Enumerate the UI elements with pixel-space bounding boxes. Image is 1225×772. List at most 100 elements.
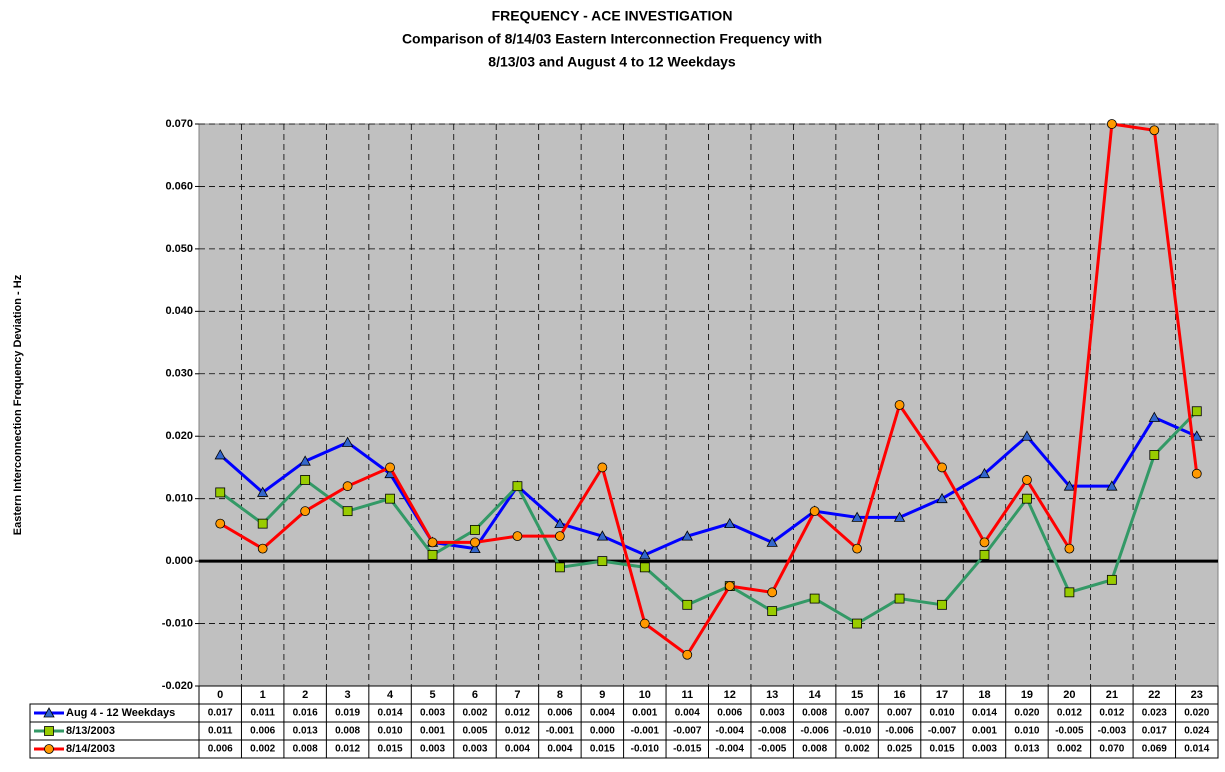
table-value: 0.001 xyxy=(632,708,657,719)
marker xyxy=(1191,406,1202,417)
marker xyxy=(767,606,778,616)
table-value: 0.015 xyxy=(930,744,955,755)
x-tick-label: 20 xyxy=(1063,689,1075,701)
legend-marker xyxy=(44,744,54,754)
marker xyxy=(937,599,947,610)
table-value: 0.003 xyxy=(972,744,997,755)
legend-label: Aug 4 - 12 Weekdays xyxy=(66,707,175,719)
marker xyxy=(809,506,820,517)
marker xyxy=(681,530,693,541)
table-value: 0.004 xyxy=(547,744,572,755)
table-value: 0.016 xyxy=(293,708,318,719)
legend-marker xyxy=(43,707,55,718)
table-value: 0.014 xyxy=(972,708,997,719)
table-value: -0.003 xyxy=(1098,726,1127,737)
x-tick-label: 4 xyxy=(387,689,394,701)
marker xyxy=(639,549,651,560)
table-value: 0.012 xyxy=(505,726,530,737)
table-value: 0.004 xyxy=(675,708,700,719)
chart-subtitle: 8/13/03 and August 4 to 12 Weekdays xyxy=(488,54,736,70)
table-value: 0.010 xyxy=(1014,726,1039,737)
marker xyxy=(554,562,565,573)
marker xyxy=(215,487,226,498)
legend-label: 8/14/2003 xyxy=(66,743,115,755)
table-value: 0.023 xyxy=(1142,708,1167,719)
table-value: 0.010 xyxy=(930,708,955,719)
table-value: 0.025 xyxy=(887,744,912,755)
x-tick-label: 21 xyxy=(1106,689,1118,701)
table-value: 0.012 xyxy=(505,708,530,719)
table-value: -0.005 xyxy=(1055,726,1084,737)
table-value: 0.007 xyxy=(887,708,912,719)
marker xyxy=(978,467,991,479)
table-value: 0.010 xyxy=(378,726,403,737)
marker xyxy=(936,492,948,504)
y-tick-label: -0.020 xyxy=(162,680,193,692)
y-tick-label: 0.030 xyxy=(165,368,193,380)
table-value: -0.004 xyxy=(716,726,745,737)
table-value: 0.002 xyxy=(1057,744,1082,755)
table-value: 0.003 xyxy=(420,744,445,755)
marker xyxy=(894,400,905,410)
series-line xyxy=(219,410,1198,626)
marker xyxy=(1022,493,1032,504)
x-tick-label: 23 xyxy=(1191,689,1203,701)
x-tick-label: 9 xyxy=(599,689,605,701)
marker xyxy=(427,537,438,548)
marker xyxy=(300,475,311,485)
marker xyxy=(1191,430,1203,441)
marker xyxy=(300,506,311,517)
marker xyxy=(1149,450,1160,460)
table-value: 0.008 xyxy=(335,726,360,737)
marker xyxy=(894,593,905,604)
table-value: 0.011 xyxy=(250,708,275,719)
table-value: 0.015 xyxy=(378,744,403,755)
marker xyxy=(554,517,566,529)
x-tick-label: 15 xyxy=(851,689,863,701)
marker xyxy=(512,481,523,492)
table-value: 0.003 xyxy=(760,708,785,719)
marker xyxy=(385,462,395,473)
marker xyxy=(257,518,268,529)
table-value: 0.004 xyxy=(590,708,615,719)
table-value: 0.017 xyxy=(208,708,233,719)
marker xyxy=(1191,468,1202,479)
marker xyxy=(469,542,481,554)
marker xyxy=(852,543,863,554)
x-tick-label: 12 xyxy=(724,689,736,701)
table-value: -0.007 xyxy=(928,726,957,737)
marker xyxy=(979,549,990,560)
series-line xyxy=(219,122,1199,657)
table-value: 0.006 xyxy=(208,744,233,755)
marker xyxy=(1106,574,1117,585)
table-value: 0.024 xyxy=(1184,726,1209,737)
x-tick-label: 11 xyxy=(681,689,693,701)
table-value: -0.007 xyxy=(673,726,702,737)
y-axis-label: Eastern Interconnection Frequency Deviat… xyxy=(12,274,24,535)
marker xyxy=(767,587,778,598)
table-value: -0.004 xyxy=(716,744,745,755)
table-value: 0.012 xyxy=(1099,708,1124,719)
marker xyxy=(1064,587,1075,598)
table-value: 0.020 xyxy=(1014,708,1039,719)
marker xyxy=(1148,411,1160,422)
x-tick-label: 13 xyxy=(766,689,778,701)
table-value: 0.008 xyxy=(802,708,827,719)
marker xyxy=(1021,430,1033,441)
table-value: 0.004 xyxy=(505,744,530,755)
marker xyxy=(512,531,523,542)
table-value: 0.007 xyxy=(845,708,870,719)
x-tick-label: 19 xyxy=(1021,689,1033,701)
table-value: 0.069 xyxy=(1142,744,1167,755)
marker xyxy=(724,581,735,591)
table-value: 0.002 xyxy=(845,744,870,755)
x-tick-label: 22 xyxy=(1148,689,1160,701)
x-tick-label: 3 xyxy=(345,689,351,701)
table-value: 0.012 xyxy=(1057,708,1082,719)
x-tick-label: 8 xyxy=(557,689,563,701)
marker xyxy=(1063,480,1076,491)
marker xyxy=(1106,119,1117,129)
y-tick-label: 0.050 xyxy=(165,243,193,255)
y-tick-label: 0.070 xyxy=(165,118,193,130)
